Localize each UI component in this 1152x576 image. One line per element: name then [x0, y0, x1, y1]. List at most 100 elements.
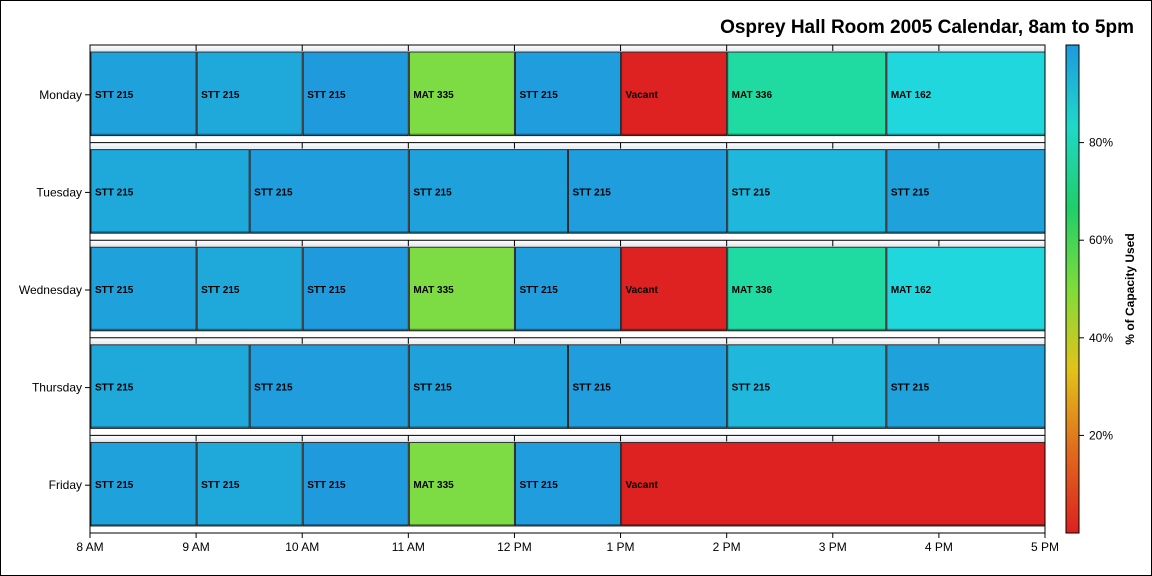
schedule-block — [249, 149, 409, 234]
block-label: MAT 335 — [413, 285, 454, 296]
block-label: STT 215 — [201, 90, 240, 101]
x-tick-label: 10 AM — [285, 540, 319, 554]
day-label: Friday — [49, 478, 82, 492]
schedule-block — [568, 344, 728, 429]
row-separator — [90, 337, 1045, 344]
colorbar-tick-label: 20% — [1089, 428, 1113, 442]
row-separator — [90, 142, 1045, 149]
day-label: Tuesday — [36, 185, 82, 199]
block-label: MAT 335 — [413, 480, 454, 491]
schedule-block — [727, 246, 887, 332]
day-label: Thursday — [32, 381, 82, 395]
colorbar-tick-label: 40% — [1089, 331, 1113, 345]
row-separator — [90, 435, 1045, 442]
schedule-block — [886, 149, 1046, 234]
schedule-block — [90, 441, 197, 527]
x-axis: 8 AM 9 AM 10 AM 11 AM 12 PM 1 PM 2 PM 3 PM 4 PM 5… — [76, 533, 1059, 554]
schedule-block — [886, 246, 1046, 332]
block-label: Vacant — [626, 285, 659, 296]
schedule-block — [408, 246, 515, 332]
block-label: STT 215 — [732, 383, 771, 394]
x-tick-label: 1 PM — [607, 540, 635, 554]
schedule-block — [727, 149, 887, 234]
block-label: MAT 162 — [891, 285, 932, 296]
plot-area: STT 215 STT 215 STT 215 MAT 335 STT 215 Vacan… — [89, 44, 1046, 534]
schedule-block — [514, 51, 622, 137]
schedule-block — [886, 344, 1046, 429]
y-axis: Monday Tuesday Wednesday Thursday Friday — [19, 88, 90, 492]
schedule-block — [621, 441, 1046, 527]
schedule-block — [408, 149, 569, 234]
colorbar-tick-label: 60% — [1089, 233, 1113, 247]
schedule-block — [196, 246, 303, 332]
schedule-block — [514, 441, 622, 527]
colorbar-gradient — [1065, 44, 1080, 534]
row-separator — [90, 240, 1045, 247]
row-separator — [90, 45, 1045, 51]
schedule-block — [621, 51, 728, 137]
block-label: MAT 162 — [891, 90, 932, 101]
schedule-block — [196, 441, 303, 527]
colorbar-tick-label: 80% — [1089, 136, 1113, 150]
block-label: STT 215 — [891, 383, 930, 394]
day-label: Monday — [39, 88, 82, 102]
block-label: STT 215 — [95, 480, 134, 491]
block-label: STT 215 — [519, 90, 558, 101]
schedule-block — [727, 51, 887, 137]
schedule-block — [302, 51, 409, 137]
schedule-block — [568, 149, 728, 234]
x-tick-label: 12 PM — [497, 540, 532, 554]
colorbar-title: % of Capacity Used — [1123, 233, 1137, 344]
block-label: MAT 335 — [413, 90, 454, 101]
schedule-block — [408, 344, 569, 429]
block-label: MAT 336 — [732, 285, 773, 296]
block-label: STT 215 — [95, 187, 134, 198]
x-tick-label: 2 PM — [713, 540, 741, 554]
schedule-block — [90, 246, 197, 332]
block-label: Vacant — [626, 90, 659, 101]
x-tick-label: 5 PM — [1031, 540, 1059, 554]
schedule-block — [408, 51, 515, 137]
block-label: STT 215 — [519, 480, 558, 491]
block-label: STT 215 — [413, 383, 452, 394]
schedule-block — [886, 51, 1046, 137]
colorbar: 20% 40% 60% 80% % of Capacity Used — [1065, 44, 1137, 534]
schedule-block — [514, 246, 622, 332]
block-label: Vacant — [626, 480, 659, 491]
schedule-block — [408, 441, 515, 527]
schedule-block — [621, 246, 728, 332]
schedule-block — [727, 344, 887, 429]
block-label: STT 215 — [254, 187, 293, 198]
day-label: Wednesday — [19, 283, 82, 297]
block-label: STT 215 — [573, 187, 612, 198]
schedule-block — [90, 344, 250, 429]
x-tick-label: 9 AM — [182, 540, 209, 554]
block-label: MAT 336 — [732, 90, 773, 101]
schedule-block — [249, 344, 409, 429]
schedule-block — [302, 441, 409, 527]
block-label: STT 215 — [95, 383, 134, 394]
block-label: STT 215 — [307, 285, 346, 296]
block-label: STT 215 — [891, 187, 930, 198]
chart-title: Osprey Hall Room 2005 Calendar, 8am to 5… — [720, 17, 1134, 38]
x-tick-label: 4 PM — [925, 540, 953, 554]
block-label: STT 215 — [573, 383, 612, 394]
schedule-block — [90, 149, 250, 234]
schedule-block — [196, 51, 303, 137]
schedule-block — [90, 51, 197, 137]
x-tick-label: 3 PM — [819, 540, 847, 554]
block-label: STT 215 — [95, 285, 134, 296]
x-tick-label: 11 AM — [392, 540, 425, 554]
block-label: STT 215 — [201, 480, 240, 491]
x-tick-label: 8 AM — [76, 540, 103, 554]
block-label: STT 215 — [307, 480, 346, 491]
block-label: STT 215 — [307, 90, 346, 101]
block-label: STT 215 — [201, 285, 240, 296]
block-label: STT 215 — [732, 187, 771, 198]
block-label: STT 215 — [519, 285, 558, 296]
schedule-block — [302, 246, 409, 332]
block-label: STT 215 — [254, 383, 293, 394]
block-label: STT 215 — [413, 187, 452, 198]
plot-border — [89, 44, 1046, 534]
